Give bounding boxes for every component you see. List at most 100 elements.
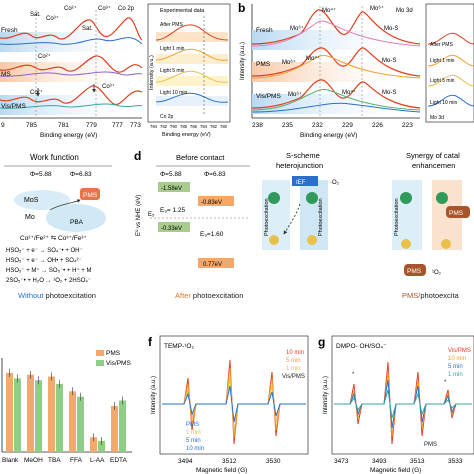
label-pms: PMS [256, 61, 271, 68]
electron [400, 192, 412, 204]
fit-fresh [0, 37, 143, 45]
label-mo4: Mo⁴⁺ [322, 7, 336, 14]
ief-tag [292, 176, 318, 186]
s-title: S-scheme [286, 151, 320, 160]
label-fresh: Fresh [1, 27, 18, 34]
caption-word: After [175, 291, 191, 300]
electron [436, 192, 448, 204]
legend-entry: 10 min [186, 446, 204, 452]
inset-x-tick: 794 [150, 124, 158, 129]
legend-swatch-pms [96, 350, 104, 356]
x-axis-label: Binding energy (eV) [40, 132, 97, 139]
bar-vis [35, 380, 42, 452]
pms-label: PMS [83, 192, 98, 199]
fit [251, 102, 421, 113]
legend-swatch-vis [96, 360, 104, 366]
equation: HSO₅⁻ + M⁺ → SO₅⁻• + H⁺ + M [6, 267, 91, 274]
peak-marker: * [352, 372, 355, 378]
x-tick: 781 [58, 122, 69, 129]
label-co2-vis: Co²⁺ [30, 89, 43, 96]
epr-pms [162, 385, 306, 423]
label-pms: MS [1, 71, 11, 78]
x-tick: EDTA [110, 457, 128, 464]
x-tick: 3513 [410, 458, 425, 465]
caption-without: Without photoexcitation [18, 291, 96, 300]
hole [269, 235, 279, 245]
panel-letter-b: b [238, 1, 245, 15]
y-axis-label: Intensity (a.u.) [323, 376, 329, 414]
charge-transfer [283, 203, 301, 235]
band [252, 62, 420, 82]
spectrum-vis [251, 79, 421, 109]
bar-vis [98, 440, 105, 452]
spectrum-pms [251, 47, 421, 77]
vb-pba [198, 258, 234, 268]
phi-2: Φ=6.83 [204, 171, 226, 178]
x-tick: Blank [2, 457, 19, 464]
pba-blob [46, 204, 106, 232]
inset-band [156, 76, 228, 86]
caption-pms: PMS/photoexcita [402, 291, 460, 300]
x-tick: 235 [282, 122, 293, 129]
mos2-block [392, 180, 422, 250]
legend-entry: PMS [186, 422, 199, 428]
x-tick: 9 [1, 122, 5, 129]
inset-trace [427, 94, 474, 107]
x-tick: MeOH [24, 457, 43, 464]
syn-title: Synergy of catal [406, 151, 460, 160]
x-tick: FFA [70, 457, 83, 464]
inset-trace [427, 54, 474, 67]
fit-pms [0, 71, 143, 77]
label-co3-vis: Co³⁺ [102, 83, 115, 90]
label-vis: Vis/PMS [256, 93, 281, 100]
legend-entry: 5 min [286, 358, 301, 364]
inset-ylabel: Intensity (a.u.) [149, 55, 155, 90]
eg-2: E₉=1.60 [200, 231, 224, 238]
label-vis: Vis/PMS [1, 103, 26, 110]
phi-1: Φ=5.88 [30, 171, 52, 178]
x-tick: 3512 [222, 458, 237, 465]
band [252, 30, 420, 50]
fit-vis [0, 103, 143, 109]
band-vis [0, 95, 142, 115]
inset-trace [155, 92, 229, 103]
inset-trace-label: Light 5 min [430, 78, 455, 84]
bar-pms [48, 376, 55, 452]
pms-label: PMS [407, 268, 422, 275]
inset-x-tick: 792 [160, 124, 168, 129]
e-level: -1.58eV [161, 186, 182, 192]
legend-entry: 1 min [448, 372, 463, 378]
label-mo6-pms: Mo⁶⁺ [282, 59, 296, 66]
bar-pms [6, 372, 13, 452]
panel-a: Fresh Sat. Co³⁺ Co²⁺ Co³⁺ Sat. Co 2p Co²… [0, 3, 231, 139]
x-tick: 226 [372, 122, 383, 129]
electron [268, 192, 280, 204]
label-co2-pms: Co²⁺ [38, 53, 51, 60]
hole [307, 235, 317, 245]
label-co3: Co³⁺ [46, 15, 59, 22]
pms-badge [446, 206, 470, 218]
x-tick: 779 [86, 122, 97, 129]
x-tick: 3494 [178, 458, 193, 465]
panel-c: Work function Φ=5.88 Φ=6.83 MoS Mo PMS P… [4, 153, 112, 300]
inset-trace [155, 70, 229, 83]
bar-vis [77, 396, 84, 452]
inset-trace [427, 32, 474, 45]
label-co2: Co²⁺ [64, 5, 77, 12]
s-title2: heterojunction [276, 161, 323, 170]
e-level: -0.33eV [161, 226, 182, 232]
legend-vis: Vis/PMS [106, 360, 131, 367]
bar-pms [111, 406, 118, 452]
plot-frame [331, 335, 474, 455]
inset-x-tick: 780 [220, 124, 228, 129]
panel-letter-g: g [318, 335, 325, 349]
x-tick: 238 [252, 122, 263, 129]
x-tick: TBA [48, 457, 61, 464]
spectrum-vis [0, 85, 143, 105]
legend-entry: 1 min [286, 366, 301, 372]
inset-trace [155, 24, 229, 41]
inset-corner: Mo 3d [430, 115, 444, 121]
label-mo4-vis: Mo⁴⁺ [342, 89, 356, 96]
eg-1: E₉= 1.25 [160, 207, 186, 214]
